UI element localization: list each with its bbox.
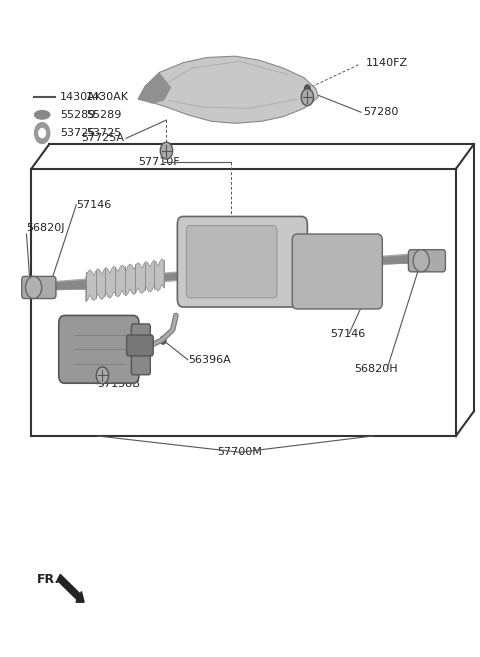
Circle shape [160, 142, 173, 159]
Circle shape [304, 85, 310, 93]
Text: 55289: 55289 [86, 110, 121, 120]
FancyBboxPatch shape [132, 324, 150, 374]
Circle shape [27, 284, 33, 291]
Polygon shape [138, 57, 318, 124]
Circle shape [25, 277, 42, 298]
Circle shape [96, 367, 108, 384]
FancyBboxPatch shape [408, 250, 445, 272]
FancyBboxPatch shape [59, 315, 139, 383]
Text: 56320G: 56320G [96, 328, 139, 339]
Circle shape [160, 336, 166, 344]
Text: 56820J: 56820J [26, 223, 65, 233]
Polygon shape [321, 247, 383, 279]
FancyBboxPatch shape [178, 216, 307, 307]
Text: 1430AK: 1430AK [86, 92, 129, 102]
Circle shape [419, 257, 424, 265]
Circle shape [413, 250, 429, 272]
Text: 56396A: 56396A [188, 355, 230, 365]
Text: 57710F: 57710F [138, 158, 180, 168]
Text: 57700M: 57700M [217, 447, 263, 457]
FancyBboxPatch shape [292, 234, 383, 309]
FancyBboxPatch shape [186, 225, 277, 298]
Text: 57138B: 57138B [97, 379, 141, 389]
FancyBboxPatch shape [127, 335, 153, 356]
Text: 57725A: 57725A [81, 133, 124, 143]
Circle shape [301, 89, 313, 106]
Text: 56820H: 56820H [354, 364, 397, 374]
Text: 55289: 55289 [60, 110, 95, 120]
Circle shape [380, 257, 385, 265]
Circle shape [228, 220, 233, 228]
Circle shape [39, 129, 46, 137]
Text: 1140FZ: 1140FZ [366, 58, 408, 68]
Text: FR.: FR. [37, 573, 60, 586]
Text: 53725: 53725 [86, 128, 121, 138]
Text: 57146: 57146 [76, 200, 111, 210]
Circle shape [99, 371, 105, 379]
Circle shape [78, 346, 84, 353]
Circle shape [48, 281, 53, 288]
FancyArrow shape [57, 574, 84, 602]
Polygon shape [138, 72, 171, 104]
Polygon shape [86, 259, 164, 302]
Text: 1430AK: 1430AK [60, 92, 103, 102]
FancyBboxPatch shape [22, 277, 56, 298]
Circle shape [35, 123, 50, 143]
Text: 57146: 57146 [330, 328, 365, 339]
Text: 57280: 57280 [363, 107, 399, 117]
Text: 53725: 53725 [60, 128, 95, 138]
Ellipse shape [35, 110, 50, 119]
